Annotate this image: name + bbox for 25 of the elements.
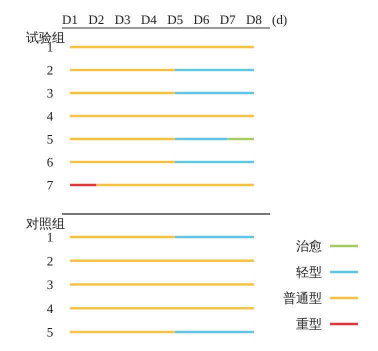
text: D6 [193, 12, 210, 27]
legend-label: 普通型 [283, 290, 322, 306]
y-tick-label: 3 [46, 86, 54, 100]
legend-label: 治愈 [296, 238, 322, 254]
chart-title: 对照组 [26, 216, 65, 231]
y-tick-label: 2 [46, 62, 54, 78]
legend-label: 重型 [296, 316, 322, 332]
y-tick-label: 5 [46, 324, 54, 340]
y-tick-label: 4 [46, 108, 54, 124]
y-tick-label: 1 [46, 230, 54, 244]
y-tick-label: 6 [46, 154, 54, 170]
text: D1 [62, 12, 78, 27]
y-tick-label: 5 [46, 132, 54, 146]
text: D5 [167, 12, 184, 27]
text: D4 [140, 12, 158, 27]
text: D2 [88, 12, 104, 27]
text: D3 [114, 12, 131, 27]
text: D7 [220, 12, 236, 27]
x-axis-title: (d) [272, 12, 288, 27]
y-tick-label: 7 [46, 178, 54, 192]
legend-label: 轻型 [296, 264, 322, 280]
y-tick-label: 4 [46, 300, 54, 316]
y-tick-label: 2 [46, 253, 54, 268]
y-tick-label: 3 [46, 277, 54, 292]
text: D8 [246, 12, 262, 27]
